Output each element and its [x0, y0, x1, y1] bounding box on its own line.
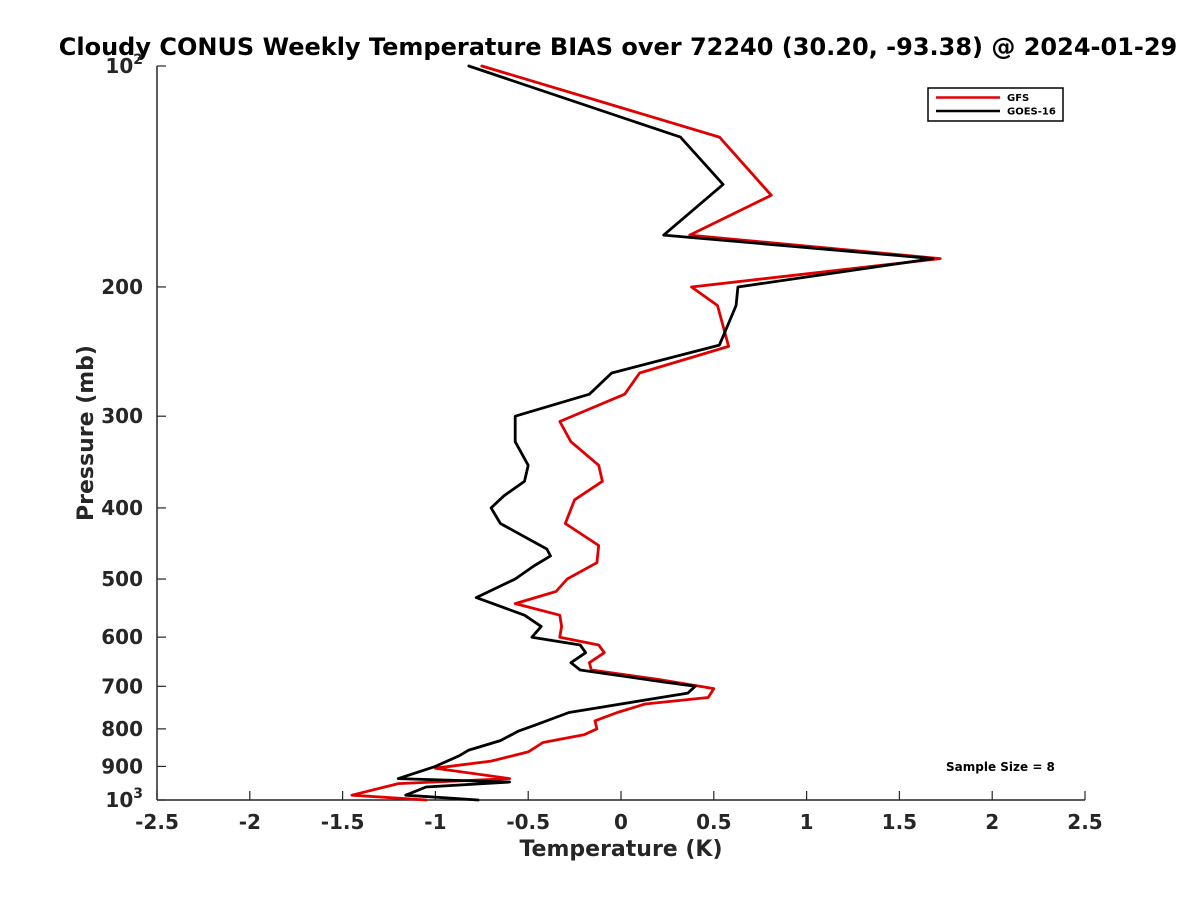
- x-tick-label: -1.5: [321, 810, 365, 834]
- x-tick-label: 2.5: [1067, 810, 1102, 834]
- legend-label-goes16: GOES-16: [1007, 107, 1056, 118]
- chart-title: Cloudy CONUS Weekly Temperature BIAS ove…: [59, 33, 1177, 61]
- y-tick-label: 500: [101, 567, 143, 591]
- legend: GFS GOES-16: [927, 87, 1064, 122]
- x-axis-ticks: -2.5 -2 -1.5 -1 -0.5 0 0.5 1 1.5 2 2.5: [135, 791, 1103, 834]
- x-tick-label: 0.5: [696, 810, 731, 834]
- legend-label-gfs: GFS: [1007, 93, 1029, 104]
- series-layer: [350, 64, 942, 802]
- y-axis-label: Pressure (mb): [74, 345, 99, 521]
- x-tick-label: 0: [614, 810, 628, 834]
- y-tick-label: 400: [101, 496, 143, 520]
- y-tick-label: 900: [101, 754, 143, 778]
- sample-size-annotation: Sample Size = 8: [946, 760, 1055, 774]
- x-tick-label: -2.5: [135, 810, 179, 834]
- y-tick-label: 300: [101, 404, 143, 428]
- legend-box: [927, 87, 1064, 122]
- series-line-gfs: [350, 64, 942, 802]
- x-axis-label: Temperature (K): [519, 837, 722, 862]
- y-tick-label: 102: [105, 52, 143, 78]
- x-tick-label: -2: [239, 810, 261, 834]
- y-tick-label-base: 10: [105, 54, 133, 78]
- y-tick-label-exponent: 2: [133, 52, 143, 68]
- x-tick-label: -0.5: [506, 810, 550, 834]
- x-tick-label: -1: [424, 810, 446, 834]
- x-tick-label: 1: [800, 810, 814, 834]
- y-tick-label: 700: [101, 674, 143, 698]
- y-tick-label: 800: [101, 717, 143, 741]
- x-tick-label: 1.5: [882, 810, 917, 834]
- y-tick-label: 103: [105, 786, 143, 812]
- y-tick-label: 600: [101, 625, 143, 649]
- x-tick-label: 2: [985, 810, 999, 834]
- y-tick-label: 200: [101, 275, 143, 299]
- y-tick-label-base: 10: [105, 788, 133, 812]
- y-tick-label-exponent: 3: [133, 786, 143, 802]
- series-line-goes-16: [396, 64, 935, 802]
